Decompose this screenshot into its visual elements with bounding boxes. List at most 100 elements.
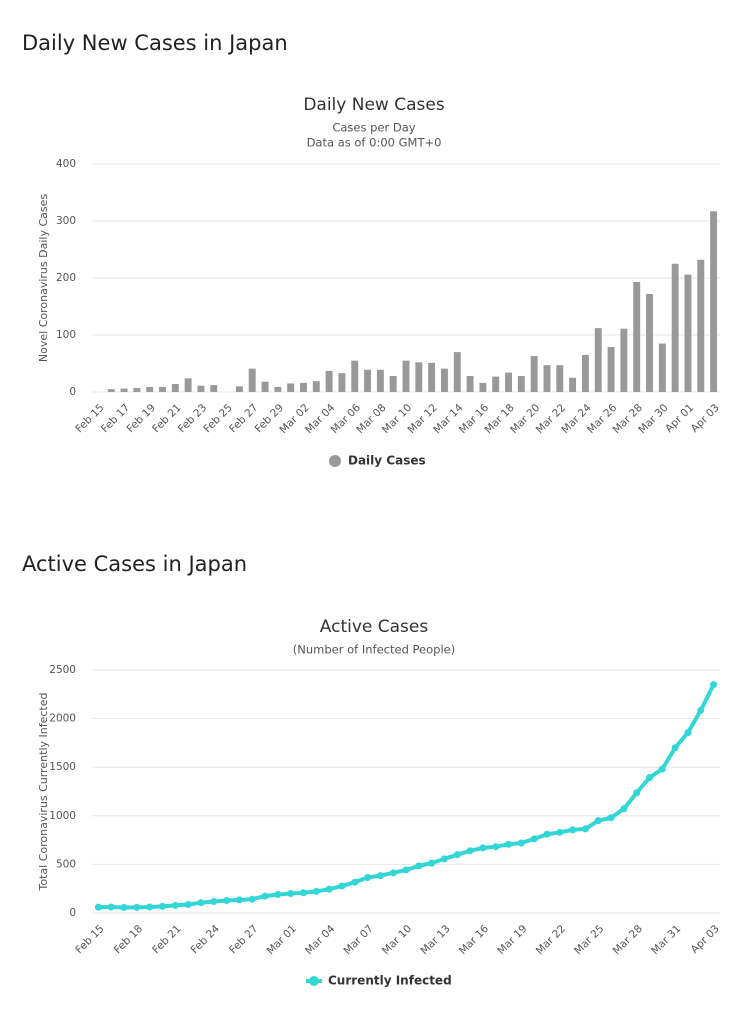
point <box>479 844 487 852</box>
bar <box>607 346 615 392</box>
bar <box>107 389 115 392</box>
point <box>171 901 179 909</box>
y-tick-label: 400 <box>56 158 76 170</box>
x-tick-label: Mar 13 <box>418 923 452 957</box>
y-tick-label: 0 <box>69 907 76 919</box>
x-tick-label: Apr 03 <box>689 402 722 435</box>
chart-title: Active Cases <box>320 617 429 637</box>
bar <box>248 368 256 392</box>
bar <box>210 385 218 392</box>
point <box>184 901 192 909</box>
y-tick-label: 500 <box>56 858 76 870</box>
bar <box>620 328 628 392</box>
bar <box>364 369 372 392</box>
bar <box>646 293 653 392</box>
point <box>620 805 628 813</box>
point <box>223 897 231 905</box>
bar <box>684 274 692 392</box>
x-tick-label: Mar 07 <box>341 923 375 957</box>
point <box>338 882 346 890</box>
point <box>492 843 500 851</box>
point <box>287 890 295 898</box>
y-tick-label: 200 <box>56 272 76 284</box>
bar <box>146 386 154 392</box>
point <box>517 839 525 847</box>
point <box>633 789 641 797</box>
legend-symbol <box>329 455 341 467</box>
x-tick-label: Mar 22 <box>534 923 568 957</box>
x-tick-label: Mar 01 <box>265 923 299 957</box>
y-axis-label: Novel Coronavirus Daily Cases <box>37 194 50 362</box>
bar <box>235 386 243 392</box>
point <box>146 903 154 911</box>
chart-subtitle: Cases per Day <box>332 121 415 135</box>
point <box>274 891 282 899</box>
line <box>98 683 716 910</box>
point <box>710 681 718 689</box>
point <box>607 814 615 822</box>
point <box>107 903 115 911</box>
point <box>299 889 307 897</box>
y-tick-label: 1000 <box>49 810 76 822</box>
bar <box>428 362 436 392</box>
bar <box>466 376 474 392</box>
bar <box>633 281 641 392</box>
x-tick-label: Mar 16 <box>457 923 492 958</box>
bar <box>594 328 602 392</box>
bar <box>658 343 666 392</box>
point <box>556 828 564 836</box>
point <box>415 862 423 870</box>
point <box>325 885 333 893</box>
point <box>248 895 256 903</box>
y-tick-label: 2000 <box>49 713 76 725</box>
point <box>133 903 141 911</box>
point <box>94 903 102 911</box>
section-heading: Active Cases in Japan <box>22 552 247 576</box>
bar <box>415 362 423 392</box>
x-tick-label: Mar 31 <box>649 923 683 957</box>
x-tick-label: Apr 03 <box>689 923 722 956</box>
bar <box>376 369 384 392</box>
bar <box>671 263 679 392</box>
x-tick-label: Feb 15 <box>73 923 106 956</box>
point <box>312 887 320 895</box>
x-tick-label: Mar 28 <box>611 923 645 957</box>
x-tick-label: Feb 18 <box>112 923 145 956</box>
legend-label: Daily Cases <box>348 454 426 468</box>
point <box>197 899 205 907</box>
bar <box>517 376 525 392</box>
y-tick-label: 2500 <box>49 664 76 676</box>
x-tick-label: Mar 25 <box>572 923 606 957</box>
bar <box>569 377 577 392</box>
point <box>684 729 692 737</box>
point <box>530 835 538 843</box>
point <box>261 892 269 900</box>
bar <box>312 381 320 392</box>
point <box>351 878 359 886</box>
x-tick-label: Feb 21 <box>150 923 183 956</box>
section-heading: Daily New Cases in Japan <box>22 31 288 55</box>
bar <box>556 365 564 392</box>
chart-subtitle: (Number of Infected People) <box>293 643 455 657</box>
point <box>569 826 577 834</box>
point <box>158 902 166 910</box>
bar <box>402 360 410 392</box>
chart-subtitle: Data as of 0:00 GMT+0 <box>307 136 442 150</box>
point <box>364 874 372 882</box>
bar <box>581 354 589 392</box>
chart-title: Daily New Cases <box>303 95 445 115</box>
bar <box>171 384 179 392</box>
x-tick-label: Mar 10 <box>380 923 414 957</box>
bar <box>159 386 166 392</box>
x-tick-label: Mar 04 <box>303 923 338 958</box>
bar <box>530 356 538 392</box>
point <box>697 706 705 714</box>
y-tick-label: 300 <box>56 215 76 227</box>
point <box>671 744 679 752</box>
x-tick-label: Feb 27 <box>227 923 260 956</box>
point <box>120 904 128 912</box>
bar <box>697 259 705 392</box>
legend-label: Currently Infected <box>328 974 452 988</box>
point <box>543 830 551 838</box>
point <box>466 847 474 855</box>
